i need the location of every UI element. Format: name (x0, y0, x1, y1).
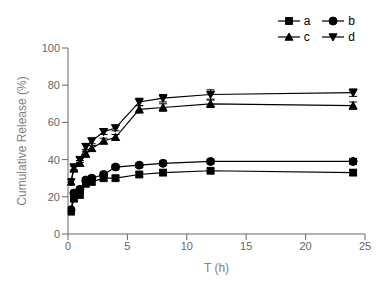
html-text:a: a (303, 14, 311, 28)
svg-text:Cumulative Release (%): Cumulative Release (%) (15, 76, 29, 205)
svg-text:100: 100 (42, 42, 60, 54)
svg-text:T (h): T (h) (204, 261, 229, 275)
svg-text:20: 20 (48, 191, 60, 203)
svg-text:60: 60 (48, 116, 60, 128)
html-text:c: c (303, 30, 310, 44)
svg-text:0: 0 (65, 240, 71, 252)
svg-text:5: 5 (124, 240, 130, 252)
svg-text:0: 0 (54, 228, 60, 240)
svg-text:40: 40 (48, 154, 60, 166)
svg-text:25: 25 (359, 240, 371, 252)
svg-text:15: 15 (240, 240, 252, 252)
html-text:d: d (348, 30, 355, 44)
html-text:b: b (348, 14, 355, 28)
svg-text:80: 80 (48, 79, 60, 91)
svg-text:20: 20 (299, 240, 311, 252)
svg-text:10: 10 (181, 240, 193, 252)
